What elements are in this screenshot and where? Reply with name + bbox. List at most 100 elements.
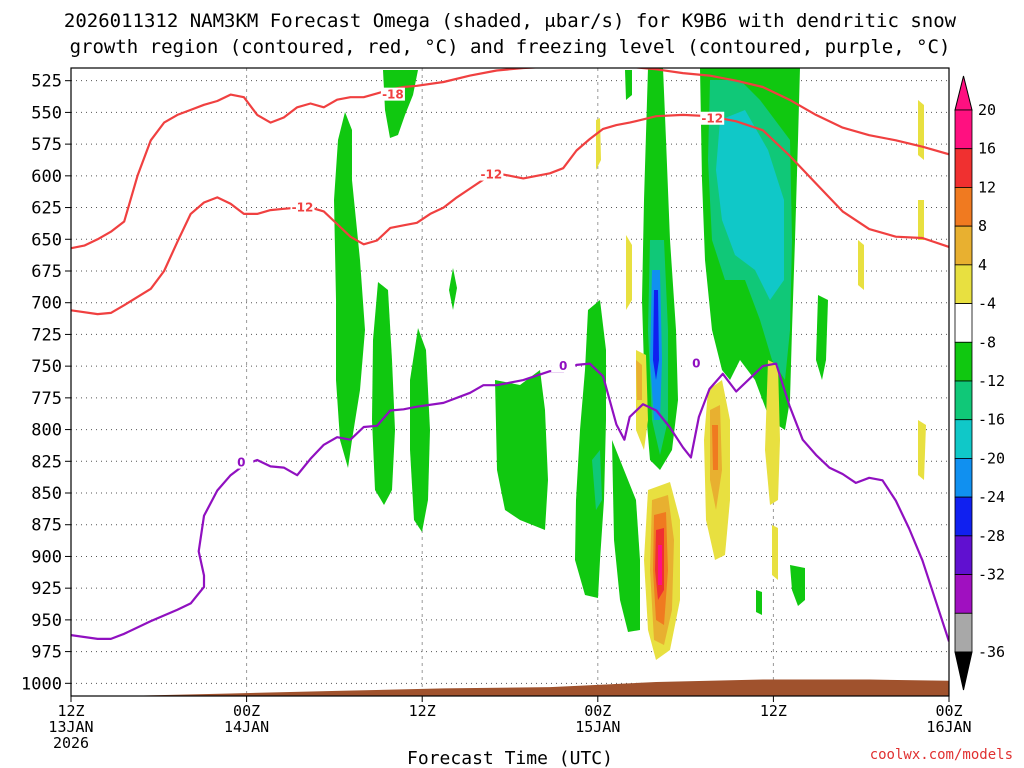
omega-region [575,300,606,598]
colorbar-label: -36 [978,643,1005,661]
contour-label-dgz_lower: -12 [481,168,503,182]
omega-region [334,112,365,468]
contour-label-bg [229,455,254,469]
chart-title-line2: growth region (contoured, red, °C) and f… [70,36,951,58]
omega-region [918,420,926,480]
colorbar-arrow-top [954,75,973,111]
contour-labels: -18 -12 -12 -12 0 0 0 [229,87,725,470]
x-tick-label: 16JAN [926,718,971,736]
colorbar-label: 12 [978,178,996,196]
colorbar-segment [954,187,973,227]
terrain-layer [71,679,949,696]
omega-region [918,100,924,160]
y-tick-label: 850 [31,484,62,504]
contour-label-bg [684,356,709,370]
colorbar: 20 16 12 8 4 -4 -8 -12 -16 -20 -24 -28 -32 -36 [954,75,1005,691]
omega-region [495,370,548,530]
y-tick-label: 1000 [21,674,62,694]
contour-label-bg [551,359,576,373]
y-tick-label: 825 [31,452,62,472]
colorbar-label: -16 [978,411,1005,429]
chart-title-line1: 2026011312 NAM3KM Forecast Omega (shaded… [64,10,957,32]
omega-region [658,545,662,585]
x-tick-label: 00Z [233,702,260,720]
colorbar-segment [954,574,973,614]
colorbar-label: -20 [978,449,1005,467]
y-tick-label: 975 [31,643,62,663]
omega-region [592,450,602,510]
omega-region [712,425,718,470]
contour-label-freezing_level: 0 [559,359,567,373]
omega-region [410,328,430,532]
colorbar-segment [954,535,973,575]
colorbar-segment [954,148,973,188]
contour-label-bg [380,87,405,101]
omega-region [772,525,778,580]
y-tick-label: 525 [31,72,62,92]
omega-region [612,440,640,632]
y-tick-label: 725 [31,325,62,345]
y-tick-label: 550 [31,103,62,123]
x-axis-label: Forecast Time (UTC) [407,748,613,768]
colorbar-label: 4 [978,256,987,274]
omega-region [858,240,864,290]
omega-region [653,290,659,380]
colorbar-label: 8 [978,217,987,235]
plot-frame [70,67,950,697]
colorbar-segment [954,303,973,343]
omega-region [626,235,632,310]
contour-freezing_level [71,362,949,642]
y-tick-label: 625 [31,199,62,219]
y-axis: 525 550 575 600 625 650 675 700 725 750 775 800 825 8… [21,72,71,694]
y-tick-label: 800 [31,421,62,441]
contour-label-dgz_lower: -12 [292,201,314,215]
omega-region [756,590,762,615]
y-tick-label: 650 [31,230,62,250]
omega-region [625,70,632,100]
colorbar-segment [954,419,973,459]
contour-label-bg [700,111,725,125]
contour-label-freezing_level: 0 [237,456,245,470]
omega-region [765,360,780,505]
colorbar-segment [954,264,973,304]
x-tick-label: 12Z [57,702,84,720]
colorbar-segment [954,380,973,421]
terrain-fill [71,679,949,696]
colorbar-arrow-bottom [954,651,973,691]
contour-label-bg [290,200,315,214]
y-tick-label: 575 [31,135,62,155]
omega-region [790,565,805,606]
y-tick-label: 950 [31,611,62,631]
colorbar-segment [954,225,973,266]
y-tick-label: 700 [31,294,62,314]
colorbar-label: -8 [978,333,996,351]
credit-text[interactable]: coolwx.com/models [870,747,1013,763]
y-tick-label: 600 [31,167,62,187]
x-tick-label: 00Z [584,702,611,720]
y-tick-label: 750 [31,357,62,377]
omega-region [816,295,828,380]
colorbar-label: -32 [978,566,1005,584]
x-tick-label: 2026 [53,734,89,752]
y-tick-label: 875 [31,516,62,536]
omega-shading [334,68,926,660]
x-tick-label: 14JAN [224,718,269,736]
x-tick-label: 12Z [760,702,787,720]
contour-label-freezing_level: 0 [692,357,700,371]
colorbar-label: -4 [978,295,996,313]
y-tick-label: 775 [31,389,62,409]
contour-label-dgz_lower: -12 [701,112,723,126]
y-tick-label: 900 [31,547,62,567]
colorbar-segment [954,496,973,537]
colorbar-label: -28 [978,527,1005,545]
x-tick-label: 13JAN [48,718,93,736]
colorbar-segment [954,109,973,150]
omega-region [372,282,395,505]
colorbar-segment [954,341,973,382]
colorbar-segment [954,612,973,653]
x-tick-label: 15JAN [575,718,620,736]
omega-region [449,268,457,310]
y-tick-label: 925 [31,579,62,599]
